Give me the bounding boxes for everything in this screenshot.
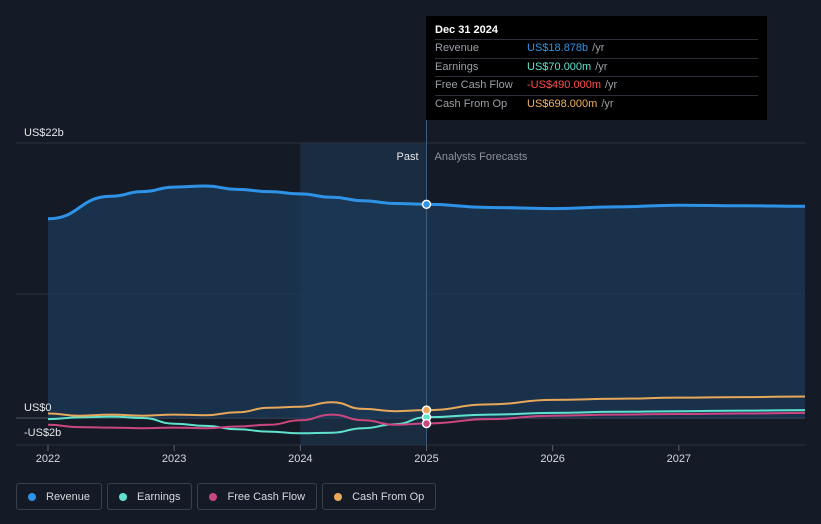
x-tick-label: 2022 [36,453,60,465]
legend-item-free-cash-flow[interactable]: Free Cash Flow [197,483,318,510]
legend-dot [209,492,218,501]
tooltip-label: Earnings [435,60,479,73]
marker-cash-from-op [421,405,432,415]
x-tick-label: 2024 [288,453,312,465]
past-label: Past [396,151,418,163]
tooltip-value: -US$490.000m [527,79,601,91]
tooltip-label: Revenue [435,42,480,54]
tooltip-unit: /yr [601,97,614,110]
tooltip: Dec 31 2024 Revenue US$18.878b /yr Earni… [426,16,767,120]
legend-dot [119,492,128,501]
legend-item-cash-from-op[interactable]: Cash From Op [322,483,437,510]
legend-label: Cash From Op [352,490,425,503]
tooltip-date: Dec 31 2024 [435,24,498,36]
y-axis-label-negative: -US$2b [24,427,61,439]
legend-label: Free Cash Flow [227,490,306,503]
legend-dot [334,492,343,501]
legend-item-revenue[interactable]: Revenue [16,483,103,510]
forecast-label: Analysts Forecasts [435,151,528,163]
legend-item-earnings[interactable]: Earnings [107,483,193,510]
tooltip-label: Cash From Op [435,97,508,110]
tooltip-row-earnings: Earnings US$70.000m /yr [435,57,758,77]
x-tick-label: 2027 [667,453,691,465]
tooltip-row-cash-from-op: Cash From Op US$698.000m /yr [435,94,758,114]
marker-revenue [421,199,432,210]
x-tick-label: 2023 [162,453,186,465]
tooltip-value: US$18.878b [527,42,589,54]
series-lines [47,184,806,435]
legend-label: Earnings [137,490,181,503]
legend-dot [28,492,36,501]
marker-free-cash-flow [421,418,432,429]
tooltip-value: US$698.000m [527,97,598,110]
tooltip-row-free-cash-flow: Free Cash Flow -US$490.000m /yr [435,76,758,95]
chart: US$22b US$0 -US$2b Past Analysts Forecas… [16,16,806,465]
tooltip-unit: /yr [605,79,618,91]
tooltip-unit: /yr [595,60,608,73]
tooltip-label: Free Cash Flow [435,79,513,91]
x-tick-label: 2025 [414,453,438,465]
legend: Revenue Earnings Free Cash Flow Cash Fro… [16,483,437,510]
series-line-cash-from-op [47,395,806,417]
y-axis-label-top: US$22b [24,127,64,139]
tooltip-value: US$70.000m [527,60,592,73]
tooltip-unit: /yr [592,42,605,54]
series-line-free-cash-flow [47,411,806,430]
legend-label: Revenue [46,490,91,503]
x-tick-label: 2026 [540,453,564,465]
x-axis-ticks: 2022 2023 2024 2025 2026 2027 [36,445,691,465]
series-line-revenue [47,184,806,221]
tooltip-row-revenue: Revenue US$18.878b /yr [435,39,758,58]
current-point-markers [421,199,432,429]
y-axis-label-zero: US$0 [24,402,52,414]
series-line-earnings [47,409,806,435]
